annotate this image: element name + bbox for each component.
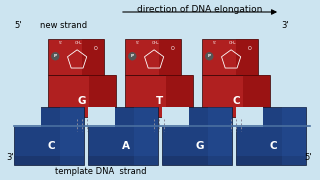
Bar xyxy=(48,39,104,75)
Bar xyxy=(202,75,270,117)
Bar xyxy=(243,75,270,117)
Bar xyxy=(14,156,84,165)
Bar xyxy=(236,107,306,165)
Text: G: G xyxy=(78,96,86,106)
Bar xyxy=(236,156,306,165)
Bar xyxy=(14,107,84,165)
Bar xyxy=(60,107,84,165)
Text: CH₃: CH₃ xyxy=(229,41,236,45)
Bar xyxy=(88,107,115,127)
Circle shape xyxy=(52,53,59,60)
Bar xyxy=(236,39,258,75)
Text: template DNA  strand: template DNA strand xyxy=(55,168,147,177)
Bar xyxy=(82,39,104,75)
Text: P: P xyxy=(131,54,134,58)
Bar xyxy=(133,107,158,165)
Circle shape xyxy=(206,53,213,60)
Text: 5': 5' xyxy=(212,41,216,45)
Text: direction of DNA elongation: direction of DNA elongation xyxy=(137,5,263,14)
Bar xyxy=(162,107,232,165)
Bar xyxy=(88,156,158,165)
Text: 5': 5' xyxy=(304,154,312,163)
Bar xyxy=(162,107,188,127)
Bar xyxy=(282,107,306,165)
Text: 3': 3' xyxy=(281,21,289,30)
Text: 5': 5' xyxy=(135,41,139,45)
Text: O: O xyxy=(171,46,174,51)
Text: CH₃: CH₃ xyxy=(75,41,83,45)
Bar xyxy=(125,39,181,75)
Bar xyxy=(125,75,193,117)
Bar xyxy=(14,107,41,127)
Text: new strand: new strand xyxy=(40,21,87,30)
Bar xyxy=(48,75,116,117)
Bar xyxy=(159,39,181,75)
Bar xyxy=(88,107,158,165)
Text: G: G xyxy=(196,141,204,151)
Bar xyxy=(162,156,232,165)
Text: P: P xyxy=(208,54,211,58)
Text: P: P xyxy=(54,54,57,58)
Text: A: A xyxy=(122,141,130,151)
Text: 5': 5' xyxy=(14,21,22,30)
Text: C: C xyxy=(270,141,277,151)
Bar xyxy=(166,75,193,117)
Text: C: C xyxy=(48,141,55,151)
Text: T: T xyxy=(156,96,163,106)
Text: C: C xyxy=(232,96,240,106)
Bar xyxy=(89,75,116,117)
Text: O: O xyxy=(248,46,252,51)
Text: 3': 3' xyxy=(6,154,14,163)
Text: 5': 5' xyxy=(59,41,62,45)
Circle shape xyxy=(129,53,136,60)
Text: CH₃: CH₃ xyxy=(152,41,160,45)
Bar xyxy=(236,107,263,127)
Bar xyxy=(202,39,258,75)
Text: O: O xyxy=(94,46,98,51)
Bar xyxy=(207,107,232,165)
